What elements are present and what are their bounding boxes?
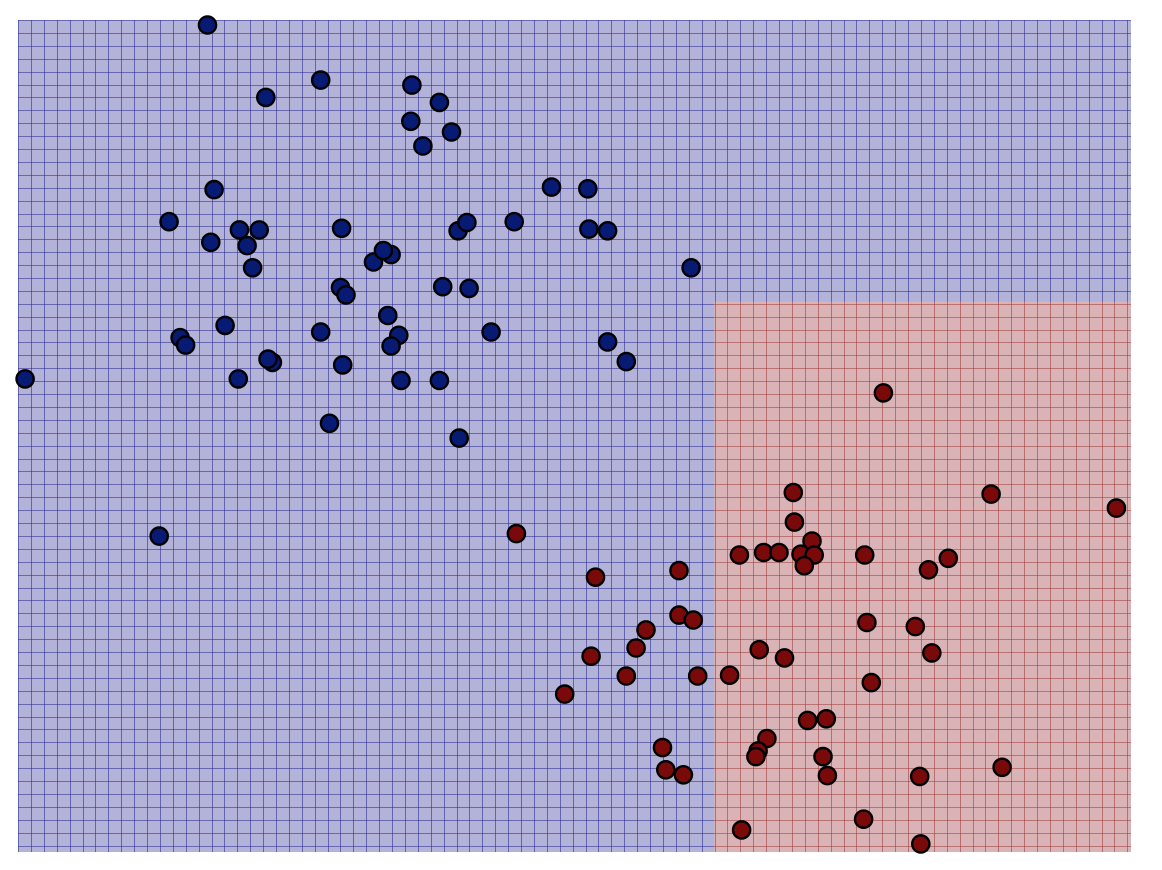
- data-point: [258, 349, 278, 369]
- data-point: [861, 672, 882, 693]
- data-point: [816, 709, 837, 729]
- data-point: [731, 820, 752, 840]
- data-point: [175, 335, 196, 355]
- data-point: [15, 369, 35, 389]
- data-point: [429, 370, 450, 391]
- grid-lines: [18, 20, 1131, 852]
- data-point: [381, 336, 401, 356]
- data-point: [481, 322, 501, 342]
- data-point: [229, 220, 250, 240]
- data-point: [597, 332, 618, 352]
- data-point: [817, 765, 838, 786]
- data-point: [673, 765, 694, 785]
- data-point: [794, 555, 815, 576]
- data-point: [579, 219, 599, 239]
- data-point: [922, 643, 942, 663]
- data-point: [669, 560, 689, 581]
- data-point: [377, 305, 398, 326]
- data-point: [159, 211, 179, 232]
- data-point: [652, 737, 673, 758]
- data-point: [402, 75, 422, 95]
- data-point: [242, 257, 263, 278]
- data-point: [237, 235, 257, 256]
- data-point: [332, 355, 353, 375]
- data-point: [197, 15, 218, 35]
- decision-regions: [18, 20, 1131, 852]
- data-point: [506, 523, 527, 544]
- data-point: [873, 383, 894, 403]
- data-point: [215, 315, 235, 336]
- data-point: [457, 212, 477, 233]
- data-point: [432, 276, 453, 297]
- data-point: [578, 178, 598, 199]
- data-point: [149, 526, 169, 546]
- data-point: [441, 122, 462, 142]
- data-point: [319, 413, 340, 434]
- data-point: [683, 610, 704, 630]
- data-point: [774, 648, 795, 668]
- data-point: [391, 370, 411, 391]
- data-point: [813, 746, 833, 767]
- data-point: [857, 612, 877, 633]
- data-point: [310, 322, 331, 342]
- data-point: [656, 760, 676, 780]
- data-point: [909, 766, 930, 787]
- data-point: [749, 639, 770, 660]
- data-point: [373, 240, 394, 261]
- data-point: [918, 560, 939, 580]
- data-point: [784, 512, 805, 532]
- data-points: [15, 15, 1127, 854]
- data-point: [729, 545, 750, 565]
- data-point: [854, 545, 875, 565]
- data-point: [911, 834, 931, 854]
- data-point: [616, 351, 637, 372]
- data-point: [905, 616, 926, 637]
- data-point: [459, 278, 479, 299]
- data-point: [636, 620, 656, 640]
- data-point: [797, 710, 818, 731]
- data-point: [255, 87, 276, 108]
- data-point: [938, 548, 959, 569]
- data-point: [400, 111, 421, 132]
- data-point: [249, 220, 270, 240]
- data-point: [585, 567, 606, 588]
- data-point: [746, 746, 766, 767]
- data-point: [204, 179, 224, 200]
- data-point: [1106, 498, 1127, 518]
- data-point: [429, 92, 450, 113]
- data-point: [981, 484, 1001, 504]
- data-point: [336, 285, 356, 305]
- data-point: [200, 232, 221, 253]
- data-point: [681, 257, 701, 278]
- data-point: [597, 220, 618, 241]
- data-point: [541, 177, 562, 197]
- data-point: [719, 665, 740, 686]
- data-point: [783, 482, 804, 503]
- data-point: [626, 638, 646, 658]
- data-point: [769, 542, 789, 563]
- data-point: [228, 369, 249, 389]
- data-point: [310, 70, 331, 90]
- data-point: [504, 211, 525, 232]
- data-point: [449, 428, 470, 448]
- data-point: [331, 218, 352, 239]
- data-point: [853, 809, 874, 830]
- data-point: [554, 684, 575, 704]
- data-point: [687, 666, 708, 686]
- data-point: [992, 757, 1012, 778]
- data-point: [616, 666, 637, 686]
- data-point: [413, 136, 433, 156]
- data-point: [581, 646, 601, 667]
